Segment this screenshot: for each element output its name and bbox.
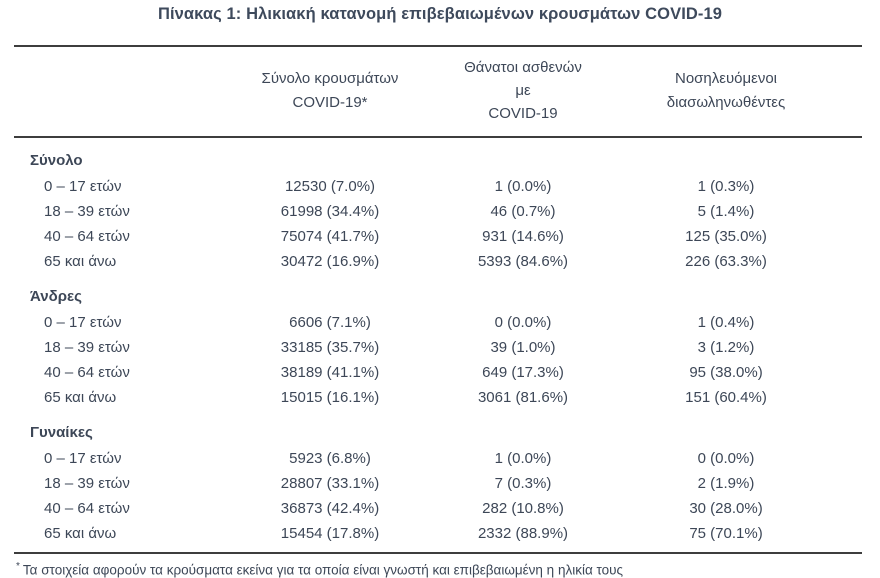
row-label: 65 και άνω xyxy=(44,524,117,542)
header-deaths-line1: Θάνατοι ασθενών με xyxy=(464,58,582,100)
cell-deaths: 7 (0.3%) xyxy=(494,474,552,492)
table-row: 65 και άνω 15015 (16.1%) 3061 (81.6%) 15… xyxy=(14,385,862,410)
table-row: 0 – 17 ετών 6606 (7.1%) 0 (0.0%) 1 (0.4%… xyxy=(14,310,862,335)
header-deaths-line2: COVID-19 xyxy=(488,105,558,123)
row-label: 40 – 64 ετών xyxy=(44,363,130,381)
header-intubated-line1: Νοσηλευόμενοι xyxy=(674,70,777,88)
section-row-women: Γυναίκες xyxy=(14,410,862,446)
cell-intubated: 75 (70.1%) xyxy=(689,524,763,542)
section-label: Άνδρες xyxy=(30,287,82,305)
table-row: 65 και άνω 15454 (17.8%) 2332 (88.9%) 75… xyxy=(14,521,862,546)
cell-intubated: 30 (28.0%) xyxy=(689,499,763,517)
header-intubated-line2: διασωληνωθέντες xyxy=(666,93,786,111)
table-row: 0 – 17 ετών 12530 (7.0%) 1 (0.0%) 1 (0.3… xyxy=(14,174,862,199)
row-label: 0 – 17 ετών xyxy=(44,177,122,195)
cell-cases: 36873 (42.4%) xyxy=(280,499,380,517)
row-label: 18 – 39 ετών xyxy=(44,338,130,356)
row-label: 0 – 17 ετών xyxy=(44,449,122,467)
header-total-cases: Σύνολο κρουσμάτων COVID-19* xyxy=(204,46,456,137)
cell-cases: 61998 (34.4%) xyxy=(280,202,380,220)
header-deaths: Θάνατοι ασθενών με COVID-19 xyxy=(456,46,590,137)
cell-cases: 12530 (7.0%) xyxy=(284,177,376,195)
row-label: 40 – 64 ετών xyxy=(44,227,130,245)
cell-deaths: 46 (0.7%) xyxy=(490,202,556,220)
row-label: 65 και άνω xyxy=(44,252,117,270)
section-row-men: Άνδρες xyxy=(14,274,862,310)
header-total-cases-line1: Σύνολο κρουσμάτων xyxy=(261,70,399,88)
cell-cases: 28807 (33.1%) xyxy=(280,474,380,492)
table-row: 40 – 64 ετών 38189 (41.1%) 649 (17.3%) 9… xyxy=(14,360,862,385)
cell-deaths: 2332 (88.9%) xyxy=(477,524,569,542)
cell-cases: 15015 (16.1%) xyxy=(280,388,380,406)
header-empty xyxy=(14,46,204,137)
cell-intubated: 5 (1.4%) xyxy=(697,202,755,220)
row-label: 0 – 17 ετών xyxy=(44,313,122,331)
cell-deaths: 649 (17.3%) xyxy=(482,363,564,381)
cell-deaths: 0 (0.0%) xyxy=(494,313,552,331)
table-row: 18 – 39 ετών 28807 (33.1%) 7 (0.3%) 2 (1… xyxy=(14,471,862,496)
cell-deaths: 1 (0.0%) xyxy=(494,177,552,195)
table-body: Σύνολο 0 – 17 ετών 12530 (7.0%) 1 (0.0%)… xyxy=(14,137,862,553)
cell-deaths: 5393 (84.6%) xyxy=(477,252,569,270)
cell-deaths: 3061 (81.6%) xyxy=(477,388,569,406)
row-label: 18 – 39 ετών xyxy=(44,474,130,492)
section-label: Γυναίκες xyxy=(30,423,93,441)
cell-intubated: 125 (35.0%) xyxy=(685,227,767,245)
cell-intubated: 0 (0.0%) xyxy=(697,449,755,467)
row-label: 40 – 64 ετών xyxy=(44,499,130,517)
table-title: Πίνακας 1: Ηλικιακή κατανομή επιβεβαιωμέ… xyxy=(157,5,723,23)
cell-cases: 38189 (41.1%) xyxy=(280,363,380,381)
table-row: 0 – 17 ετών 5923 (6.8%) 1 (0.0%) 0 (0.0%… xyxy=(14,446,862,471)
cell-cases: 30472 (16.9%) xyxy=(280,252,380,270)
table-header: Σύνολο κρουσμάτων COVID-19* Θάνατοι ασθε… xyxy=(14,45,862,137)
row-label: 65 και άνω xyxy=(44,388,117,406)
cell-cases: 6606 (7.1%) xyxy=(289,313,371,331)
row-label: 18 – 39 ετών xyxy=(44,202,130,220)
section-row-total: Σύνολο xyxy=(14,137,862,174)
table-row: 18 – 39 ετών 61998 (34.4%) 46 (0.7%) 5 (… xyxy=(14,199,862,224)
cell-intubated: 95 (38.0%) xyxy=(689,363,763,381)
header-row: Σύνολο κρουσμάτων COVID-19* Θάνατοι ασθε… xyxy=(14,45,862,137)
footnote-marker: * xyxy=(16,560,20,572)
cell-intubated: 2 (1.9%) xyxy=(697,474,755,492)
table-row: 65 και άνω 30472 (16.9%) 5393 (84.6%) 22… xyxy=(14,249,862,274)
cell-intubated: 1 (0.3%) xyxy=(697,177,755,195)
cell-intubated: 3 (1.2%) xyxy=(697,338,755,356)
cell-deaths: 931 (14.6%) xyxy=(482,227,564,245)
header-total-cases-line2: COVID-19* xyxy=(292,93,368,111)
cell-cases: 5923 (6.8%) xyxy=(289,449,371,467)
cell-intubated: 1 (0.4%) xyxy=(697,313,755,331)
table-row: 40 – 64 ετών 75074 (41.7%) 931 (14.6%) 1… xyxy=(14,224,862,249)
cell-cases: 33185 (35.7%) xyxy=(280,338,380,356)
header-intubated: Νοσηλευόμενοι διασωληνωθέντες xyxy=(590,46,862,137)
cell-deaths: 1 (0.0%) xyxy=(494,449,552,467)
cell-intubated: 226 (63.3%) xyxy=(685,252,767,270)
footnote: * Τα στοιχεία αφορούν τα κρούσματα εκείνα… xyxy=(16,560,866,578)
cell-deaths: 39 (1.0%) xyxy=(490,338,556,356)
section-label: Σύνολο xyxy=(30,151,83,169)
covid-age-distribution-table: Σύνολο κρουσμάτων COVID-19* Θάνατοι ασθε… xyxy=(14,45,862,554)
table-row: 18 – 39 ετών 33185 (35.7%) 39 (1.0%) 3 (… xyxy=(14,335,862,360)
table-bottom-spacer xyxy=(14,546,862,553)
cell-cases: 75074 (41.7%) xyxy=(280,227,380,245)
table-row: 40 – 64 ετών 36873 (42.4%) 282 (10.8%) 3… xyxy=(14,496,862,521)
cell-intubated: 151 (60.4%) xyxy=(685,388,767,406)
footnote-text: Τα στοιχεία αφορούν τα κρούσματα εκείνα … xyxy=(22,562,624,578)
cell-deaths: 282 (10.8%) xyxy=(482,499,564,517)
cell-cases: 15454 (17.8%) xyxy=(280,524,380,542)
